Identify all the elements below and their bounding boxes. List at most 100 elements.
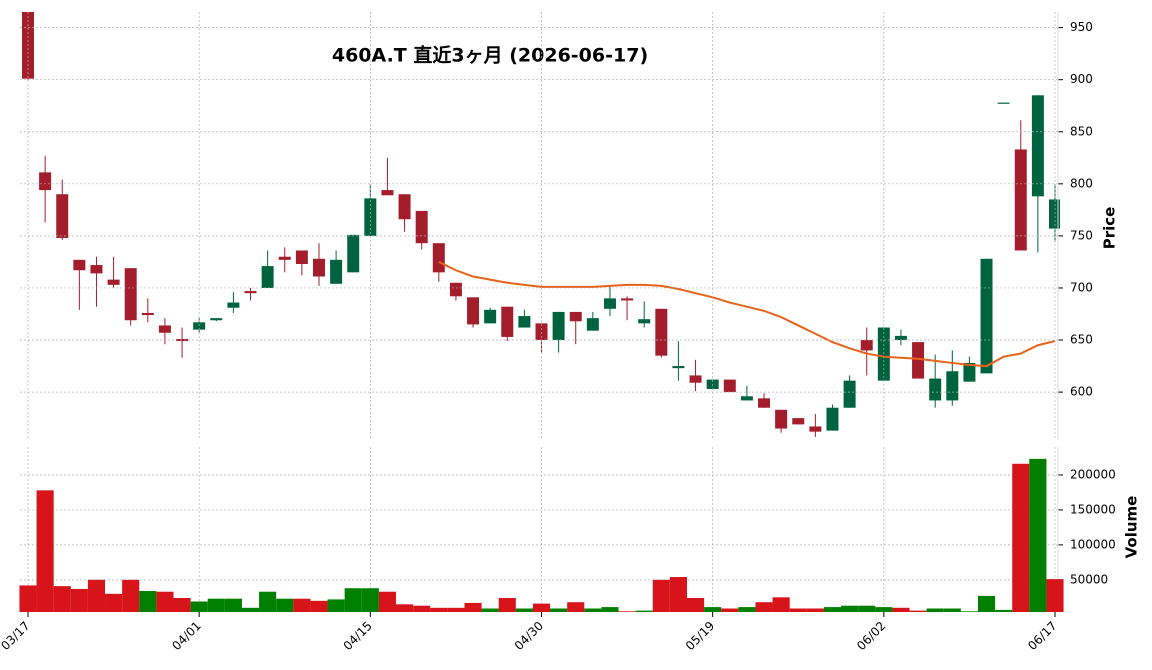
candle-body	[107, 279, 120, 285]
x-tick-label: 04/15	[341, 619, 375, 653]
candle-body	[261, 266, 274, 288]
volume-bar	[87, 579, 106, 612]
volume-bar	[601, 607, 619, 612]
y-tick-label: 800	[1070, 176, 1093, 190]
candle-body	[843, 380, 856, 408]
candle-body	[877, 327, 890, 381]
candle-body	[210, 318, 223, 321]
candle-body	[586, 318, 599, 331]
volume-bar	[943, 608, 961, 612]
candle-body	[826, 407, 839, 431]
volume-bar	[721, 608, 739, 612]
candle-body	[90, 265, 103, 274]
candle-body	[124, 268, 137, 321]
volume-bar	[224, 598, 242, 612]
y-tick-label: 750	[1070, 228, 1093, 242]
candle-body	[278, 256, 291, 260]
volume-bar	[550, 608, 568, 612]
candle-body	[415, 210, 428, 244]
volume-bar	[122, 579, 140, 612]
candle-body	[912, 342, 925, 379]
y-tick-label: 700	[1070, 280, 1093, 294]
y-tick-label: 950	[1070, 20, 1093, 34]
candle-body	[740, 396, 753, 401]
volume-bar	[139, 591, 157, 612]
candle-body	[775, 409, 788, 429]
volume-bar	[156, 591, 174, 612]
candle-body	[672, 366, 685, 369]
candle-body	[347, 234, 360, 273]
volume-bar	[19, 585, 37, 612]
volume-bar	[584, 608, 602, 612]
volume-bar	[772, 597, 790, 612]
volume-bar	[755, 602, 773, 612]
volume-bar	[464, 602, 482, 612]
candle-body	[946, 371, 959, 401]
y-axis-label: Price	[1101, 207, 1119, 250]
volume-bar	[892, 607, 910, 612]
volume-bar	[875, 607, 893, 612]
volume-bar	[995, 609, 1013, 612]
volume-bar	[635, 610, 653, 612]
volume-bar	[823, 607, 842, 612]
y-tick-label: 100000	[1070, 537, 1116, 551]
y-tick-label: 650	[1070, 333, 1093, 347]
volume-bar	[1012, 463, 1030, 612]
candle-body	[467, 297, 480, 325]
volume-bar	[70, 588, 88, 612]
volume-bar	[515, 608, 533, 612]
volume-bar	[53, 586, 71, 612]
volume-bar	[378, 591, 397, 612]
volume-axis-label: Volume	[1123, 496, 1141, 559]
candle-body	[56, 194, 69, 238]
volume-bar	[498, 598, 516, 612]
candle-body	[809, 426, 822, 432]
candle-body	[860, 340, 873, 351]
x-tick-label: 06/02	[854, 619, 888, 653]
x-tick-label: 04/01	[169, 619, 203, 653]
candle-body	[501, 306, 514, 337]
candle-body	[176, 338, 189, 342]
y-tick-label: 200000	[1070, 467, 1116, 481]
candle-body	[244, 291, 257, 294]
candle-body	[1014, 149, 1027, 251]
candle-body	[227, 302, 240, 308]
chart-title: 460A.T 直近3ヶ月 (2026-06-17)	[332, 44, 648, 67]
candle-body	[1049, 199, 1060, 229]
candle-body	[997, 102, 1010, 104]
volume-bar	[259, 591, 277, 612]
candle-body	[792, 418, 805, 425]
candle-body	[723, 379, 736, 393]
candle-body	[39, 172, 52, 191]
x-tick-label: 06/17	[1025, 619, 1059, 653]
y-tick-label: 50000	[1070, 572, 1108, 586]
candle-body	[963, 362, 976, 382]
x-tick-label: 05/19	[683, 619, 717, 653]
volume-bar	[481, 608, 499, 612]
candle-body	[398, 194, 411, 220]
candle-body	[73, 259, 86, 271]
volume-bar	[704, 607, 722, 612]
volume-bar	[789, 608, 807, 612]
volume-bar	[858, 605, 876, 612]
volume-bar	[447, 607, 465, 612]
y-tick-label: 600	[1070, 385, 1093, 399]
x-tick-label: 03/17	[0, 619, 33, 653]
volume-bar	[1029, 458, 1047, 612]
candle-body	[894, 335, 907, 341]
candle-body	[518, 316, 531, 328]
candle-body	[484, 309, 497, 324]
candle-body	[295, 250, 308, 265]
volume-bar	[926, 608, 944, 612]
volume-bar	[36, 490, 54, 612]
volume-bar	[413, 605, 431, 612]
volume-bar	[344, 588, 362, 612]
volume-bar	[276, 598, 294, 612]
volume-bar	[532, 603, 551, 612]
volume-bar	[310, 600, 328, 612]
moving-average-line	[438, 261, 1056, 368]
volume-bar	[430, 607, 448, 612]
volume-bar	[207, 598, 225, 612]
volume-bar	[738, 607, 756, 612]
